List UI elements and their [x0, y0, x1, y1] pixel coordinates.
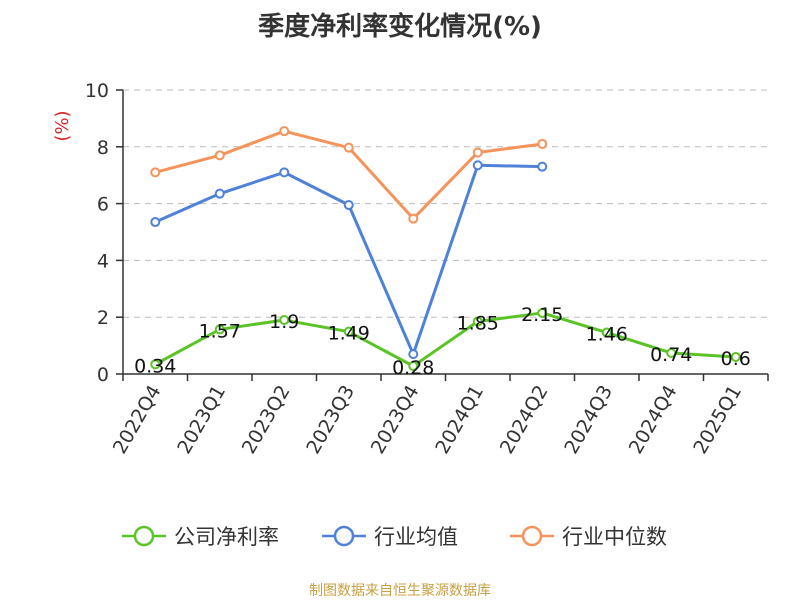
- data-point: [537, 138, 548, 149]
- data-point: [666, 347, 677, 358]
- x-tick-label: 2023Q1: [173, 382, 230, 458]
- data-point: [279, 167, 290, 178]
- x-tick-label: 2023Q4: [367, 382, 424, 458]
- data-point: [343, 142, 354, 153]
- data-point: [537, 161, 548, 172]
- data-label: 0.34: [134, 355, 176, 377]
- data-labels: 0.34 1.57 1.9 1.49 0.28 1.85 2.15 1.46 0.74 0.6: [134, 304, 751, 379]
- series-lines: [150, 126, 741, 372]
- data-point: [730, 351, 741, 362]
- legend-label: 行业均值: [374, 525, 458, 549]
- data-point: [601, 327, 612, 338]
- x-tick-label: 2025Q1: [689, 382, 746, 458]
- data-point: [150, 167, 161, 178]
- data-label: 1.46: [586, 324, 628, 346]
- data-point: [279, 126, 290, 137]
- data-label: 1.9: [269, 311, 299, 333]
- data-label: 0.28: [392, 357, 434, 379]
- y-axis-label: (%): [52, 110, 73, 141]
- legend-marker-icon: [122, 525, 166, 547]
- data-point: [279, 315, 290, 326]
- data-point: [472, 160, 483, 171]
- legend-marker-icon: [322, 525, 366, 547]
- data-label: 2.15: [521, 304, 563, 326]
- x-tick-label: 2024Q1: [431, 382, 488, 458]
- data-point: [408, 361, 419, 372]
- source-note: 制图数据来自恒生聚源数据库: [309, 583, 491, 599]
- x-tick-label: 2024Q4: [625, 382, 682, 458]
- legend-label: 公司净利率: [174, 525, 279, 549]
- data-label: 1.85: [457, 312, 499, 334]
- x-tick-label: 2024Q2: [496, 382, 553, 458]
- data-point: [150, 359, 161, 370]
- data-point: [343, 326, 354, 337]
- legend-item[interactable]: 公司净利率: [122, 522, 279, 550]
- y-tick-label: 6: [97, 194, 109, 216]
- x-tick-label: 2023Q3: [302, 382, 359, 458]
- data-point: [408, 213, 419, 224]
- x-tick-label: 2024Q3: [560, 382, 617, 458]
- y-tick-label: 4: [97, 250, 109, 272]
- data-label: 1.57: [199, 320, 241, 342]
- data-label: 1.49: [328, 323, 370, 345]
- data-point: [343, 200, 354, 211]
- legend-item[interactable]: 行业均值: [322, 522, 458, 550]
- data-point: [472, 316, 483, 327]
- data-point: [537, 307, 548, 318]
- data-point: [214, 150, 225, 161]
- y-tick-label: 2: [97, 307, 109, 329]
- y-tick-label: 0: [97, 364, 109, 386]
- data-label: 0.74: [650, 344, 692, 366]
- legend-item[interactable]: 行业中位数: [510, 522, 667, 550]
- y-tick-label: 10: [85, 80, 109, 102]
- data-point: [214, 324, 225, 335]
- data-label: 0.6: [721, 348, 751, 370]
- legend-label: 行业中位数: [562, 525, 667, 549]
- data-point: [214, 188, 225, 199]
- data-point: [150, 217, 161, 228]
- legend-marker-icon: [510, 525, 554, 547]
- data-point: [472, 147, 483, 158]
- series-line-0: [154, 311, 736, 368]
- grid-lines: [123, 89, 768, 318]
- x-tick-label: 2022Q4: [109, 382, 166, 458]
- chart-title: 季度净利率变化情况(%): [258, 12, 542, 42]
- y-tick-label: 8: [97, 137, 109, 159]
- data-point: [408, 349, 419, 360]
- x-tick-label: 2023Q2: [238, 382, 295, 458]
